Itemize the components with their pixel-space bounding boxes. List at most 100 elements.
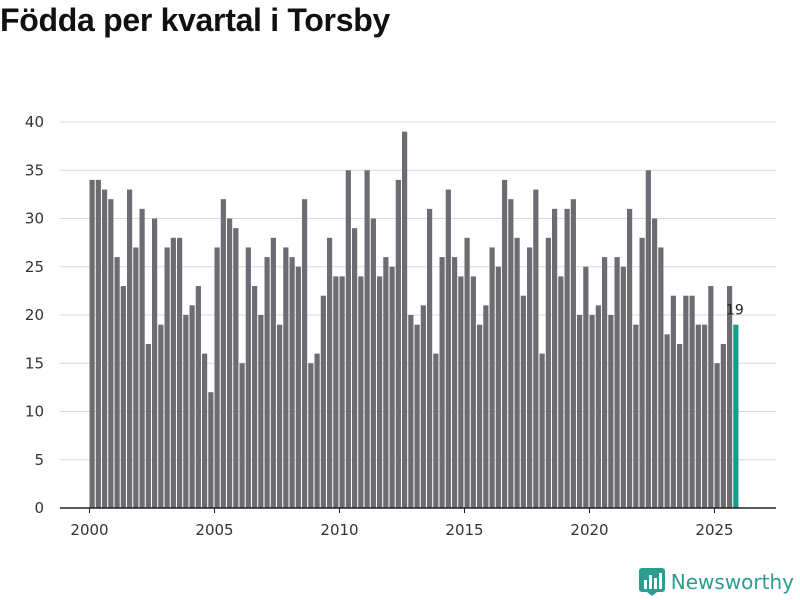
bar: [589, 315, 595, 508]
bar: [133, 247, 139, 508]
bar: [377, 276, 383, 508]
bar: [652, 218, 658, 508]
bar: [445, 189, 451, 509]
bar: [470, 276, 476, 508]
bar: [702, 324, 708, 508]
bar: [239, 363, 245, 508]
bar: [283, 247, 289, 508]
bar: [314, 353, 320, 508]
brand-name: Newsworthy: [670, 570, 794, 594]
bar: [533, 189, 539, 509]
y-tick-label: 20: [25, 306, 44, 324]
y-tick-label: 25: [25, 258, 44, 276]
bar: [145, 343, 151, 508]
bar: [158, 324, 164, 508]
x-tick-label: 2025: [695, 521, 733, 539]
bar: [489, 247, 495, 508]
bar: [614, 257, 620, 508]
bar: [595, 305, 601, 508]
bar: [414, 324, 420, 508]
bar: [139, 208, 145, 508]
bar: [689, 295, 695, 508]
bar: [570, 199, 576, 508]
bar: [358, 276, 364, 508]
bar: [352, 228, 358, 508]
bar: [633, 324, 639, 508]
y-tick-label: 35: [25, 161, 44, 179]
bar: [627, 208, 633, 508]
x-tick-label: 2005: [195, 521, 233, 539]
bar: [195, 286, 201, 508]
y-tick-label: 5: [34, 451, 44, 469]
bar: [564, 208, 570, 508]
bar: [395, 179, 401, 508]
bar: [389, 266, 395, 508]
bar: [102, 189, 108, 509]
x-axis-ticks: 2000 2005 2010 2015 2020 2025: [70, 508, 734, 539]
bar: [477, 324, 483, 508]
bar: [345, 170, 351, 508]
bar: [295, 266, 301, 508]
y-tick-label: 40: [25, 113, 44, 131]
y-tick-label: 30: [25, 210, 44, 228]
bar: [120, 286, 126, 508]
bar: [227, 218, 233, 508]
bar: [339, 276, 345, 508]
bar: [664, 334, 670, 508]
bar: [364, 170, 370, 508]
bar: [452, 257, 458, 508]
bar: [464, 237, 470, 509]
bar: [545, 237, 551, 509]
y-tick-label: 15: [25, 354, 44, 372]
bar: [420, 305, 426, 508]
bar: [258, 315, 264, 508]
bar: [658, 247, 664, 508]
bar: [402, 131, 408, 508]
bar: [583, 266, 589, 508]
x-tick-label: 2000: [70, 521, 108, 539]
bar: [720, 343, 726, 508]
bar: [89, 179, 95, 508]
bar: [127, 189, 133, 509]
bar: [608, 315, 614, 508]
bar: [527, 247, 533, 508]
last-value-label: 19: [726, 303, 744, 319]
bar-series: [89, 131, 739, 509]
bar: [208, 392, 214, 508]
y-tick-label: 0: [34, 499, 44, 517]
bar: [220, 199, 226, 508]
bar: [214, 247, 220, 508]
x-tick-label: 2015: [445, 521, 483, 539]
bar: [277, 324, 283, 508]
bar: [558, 276, 564, 508]
bar: [727, 286, 733, 508]
bar: [695, 324, 701, 508]
bar: [514, 237, 520, 509]
bar: [508, 199, 514, 508]
bar: [183, 315, 189, 508]
y-tick-label: 10: [25, 403, 44, 421]
bar: [427, 208, 433, 508]
chart-title: Födda per kvartal i Torsby: [0, 2, 390, 38]
bar: [189, 305, 195, 508]
newsworthy-logo[interactable]: Newsworthy: [638, 568, 794, 596]
bar: [245, 247, 251, 508]
bar: [114, 257, 120, 508]
bar: [177, 237, 183, 509]
bar: [495, 266, 501, 508]
bar: [552, 208, 558, 508]
bar: [433, 353, 439, 508]
bar: [677, 343, 683, 508]
bar: [370, 218, 376, 508]
bar: [683, 295, 689, 508]
bar: [289, 257, 295, 508]
bar: [645, 170, 651, 508]
bar-highlight: [733, 324, 739, 508]
x-tick-label: 2020: [570, 521, 608, 539]
bar: [620, 266, 626, 508]
bar: [458, 276, 464, 508]
bar: [439, 257, 445, 508]
bar: [408, 315, 414, 508]
bar: [539, 353, 545, 508]
bar: [483, 305, 489, 508]
